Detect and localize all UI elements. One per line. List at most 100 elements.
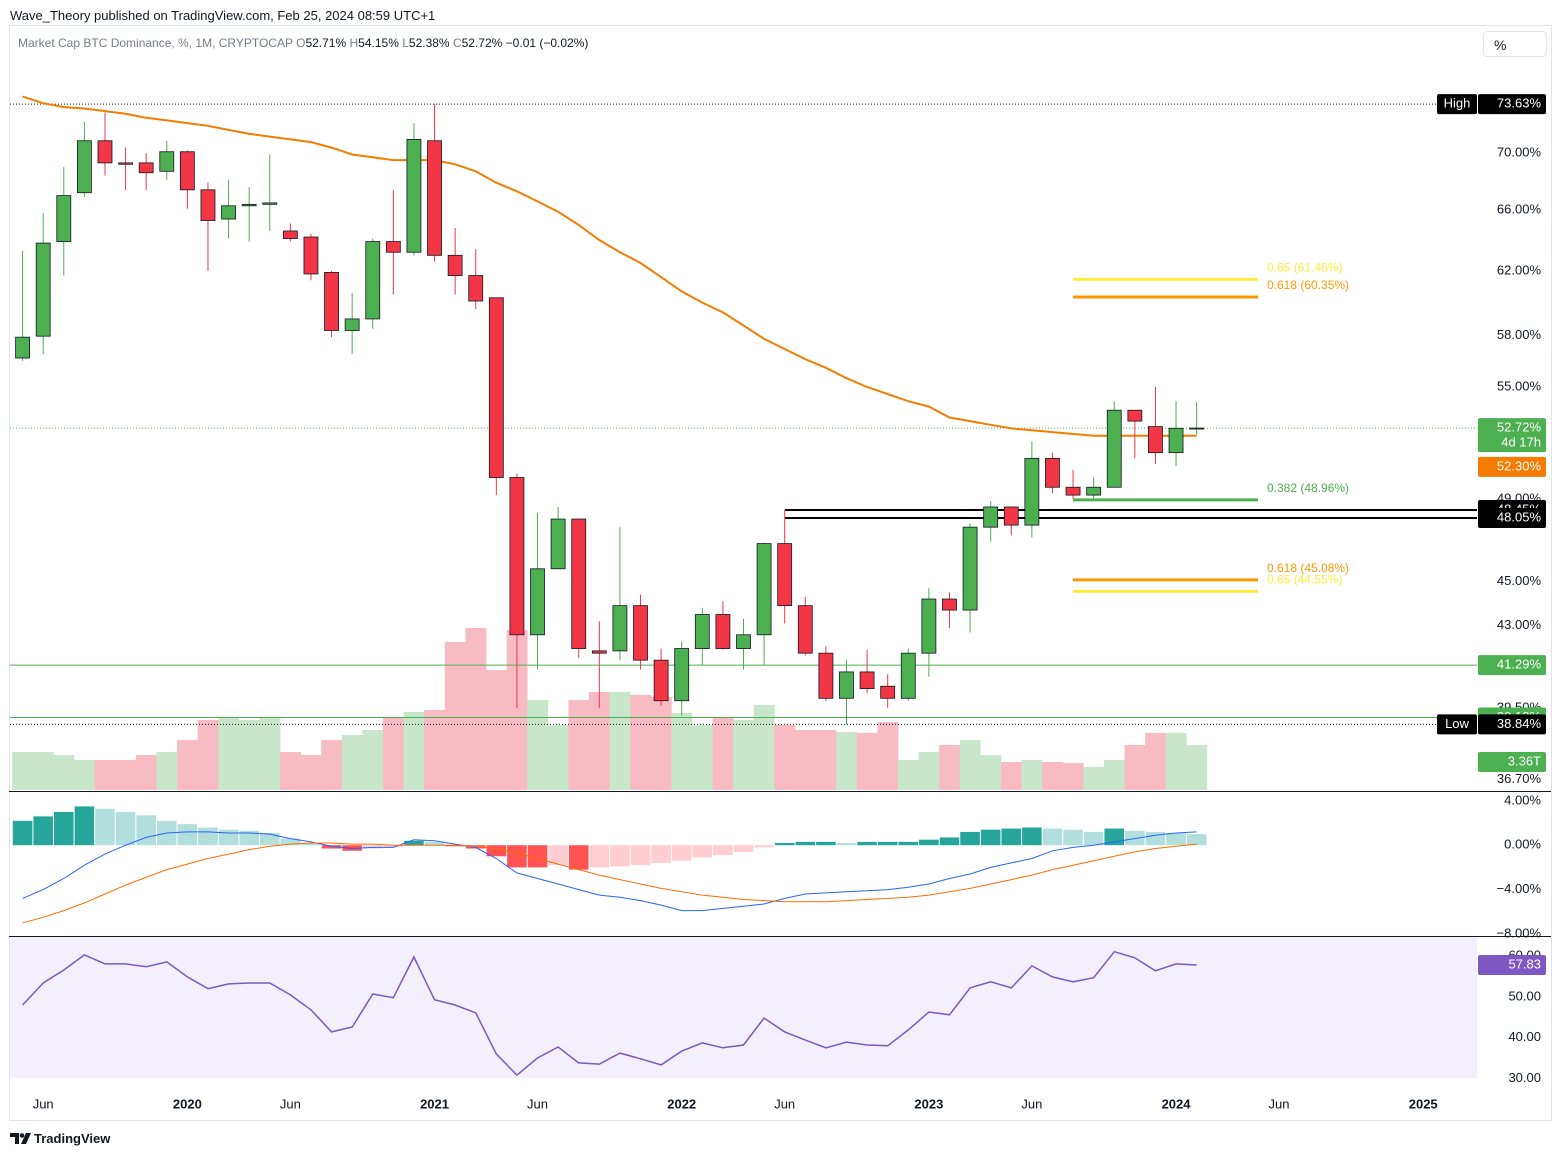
macd-histogram-bar — [960, 831, 980, 846]
volume-bar — [197, 719, 219, 790]
price-label: 57.83 — [1508, 956, 1541, 971]
macd-histogram-bar — [836, 842, 857, 846]
macd-histogram-bar — [527, 845, 548, 868]
volume-bar — [321, 740, 343, 790]
candle-body — [262, 202, 278, 205]
volume-bar — [733, 719, 755, 790]
y-tick-label: 30.00 — [1508, 1070, 1541, 1085]
volume-bar — [135, 755, 157, 790]
macd-histogram-bar — [1083, 831, 1104, 846]
macd-histogram-bar — [362, 845, 383, 849]
macd-histogram-bar — [74, 806, 95, 846]
macd-histogram-bar — [95, 808, 115, 846]
price-label-box — [1478, 954, 1546, 975]
x-tick-label: 2021 — [420, 1096, 449, 1111]
candle-body — [427, 140, 442, 256]
ohlc-key: O — [296, 36, 306, 50]
macd-histogram-bar — [692, 845, 713, 858]
y-tick-label: 55.00% — [1497, 378, 1542, 393]
ohlc-value: 52.71% — [305, 36, 347, 50]
price-label-box — [1478, 94, 1546, 115]
volume-bar — [753, 704, 775, 790]
candle-body — [777, 543, 793, 607]
x-tick-label: 2023 — [914, 1096, 943, 1111]
price-label: 41.29% — [1497, 657, 1542, 672]
macd-histogram-bar — [280, 838, 301, 846]
macd-histogram-bar — [589, 845, 610, 868]
y-tick-label: −4.00% — [1497, 881, 1542, 896]
candle-body — [839, 671, 854, 699]
volume-bar — [774, 724, 796, 790]
macd-histogram-bar — [939, 837, 960, 846]
macd-histogram-bar — [1001, 828, 1022, 846]
rsi-line — [22, 950, 1197, 1077]
volume-bar — [12, 751, 34, 790]
candle-body — [674, 648, 690, 702]
y-tick-label: 66.00% — [1497, 202, 1542, 217]
macd-histogram-bar — [877, 841, 898, 846]
volume-bar — [794, 730, 816, 790]
candle-body — [571, 518, 587, 649]
brand: TradingView — [34, 1131, 111, 1146]
candle-body — [756, 543, 772, 636]
change: −0.01 (−0.02%) — [505, 36, 589, 50]
candle-body — [1065, 486, 1081, 496]
scale-button[interactable]: % — [1483, 31, 1547, 57]
volume-bar — [836, 732, 858, 790]
candle-body — [962, 526, 978, 611]
tag-label: High — [1444, 96, 1471, 111]
ohlc-value: 52.72% — [461, 36, 503, 50]
macd-histogram-bar — [218, 829, 239, 846]
symbol: Market Cap BTC Dominance, %, 1M, CRYPTOC… — [18, 36, 293, 50]
price-label: 52.30% — [1497, 458, 1542, 473]
y-tick-label: 40.00 — [1508, 1029, 1541, 1044]
candle-body — [35, 242, 51, 337]
volume-bar — [897, 760, 919, 790]
tag-box — [1437, 714, 1477, 735]
volume-bar — [403, 711, 425, 790]
volume-bar — [1124, 745, 1146, 790]
price-label-box — [1478, 752, 1546, 773]
volume-bar — [444, 641, 466, 790]
publisher: Wave_Theory published on TradingView.com… — [10, 8, 436, 23]
macd-line — [22, 831, 1197, 912]
macd-histogram-bar — [898, 841, 919, 846]
macd-histogram-bar — [136, 815, 156, 846]
y-tick-label: 4.00% — [1504, 792, 1541, 807]
volume-bar — [280, 751, 301, 790]
x-tick-label: 2022 — [667, 1096, 696, 1111]
volume-bar — [980, 755, 1002, 790]
y-tick-label: 58.00% — [1497, 327, 1542, 342]
y-tick-label: 70.00% — [1497, 145, 1542, 160]
volume-bar — [856, 732, 878, 790]
candle-body — [880, 685, 896, 699]
candle-body — [365, 241, 381, 320]
candle-body — [612, 605, 628, 652]
volume-bar — [383, 717, 404, 790]
macd-histogram-bar — [816, 841, 836, 846]
candle-body — [118, 162, 133, 165]
candle-body — [303, 236, 319, 275]
x-tick-label: Jun — [527, 1096, 548, 1111]
macd-histogram-bar — [774, 842, 795, 846]
x-tick-label: Jun — [1021, 1096, 1042, 1111]
price-label-box — [1478, 418, 1546, 453]
candle-body — [488, 297, 504, 478]
frame — [9, 25, 1552, 1121]
macd-histogram-bar — [754, 845, 774, 848]
candle-body — [324, 271, 339, 331]
ohlc-value: 52.38% — [408, 36, 450, 50]
candle-body — [653, 659, 669, 702]
price-label-box — [1478, 714, 1546, 735]
candle-body — [282, 230, 298, 239]
tag-box — [1437, 94, 1477, 115]
macd-histogram-bar — [404, 840, 424, 846]
volume-bar — [341, 734, 363, 790]
tag-label: Low — [1445, 716, 1469, 731]
y-tick-label: 0.00% — [1504, 837, 1541, 852]
candle-body — [179, 151, 195, 191]
rsi-background — [10, 937, 1477, 1078]
volume-bar — [1103, 760, 1125, 790]
macd-histogram-bar — [713, 845, 733, 856]
